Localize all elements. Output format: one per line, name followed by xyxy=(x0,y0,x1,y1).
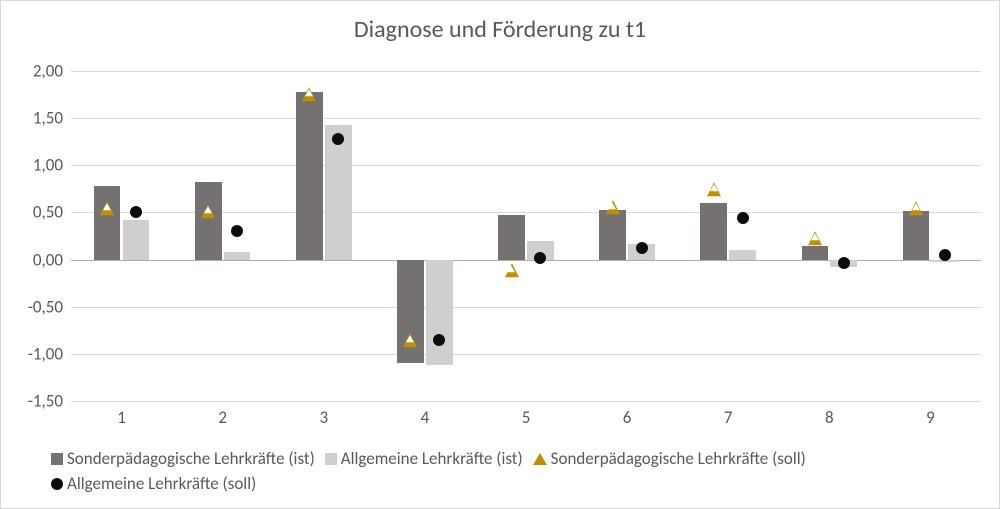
gridline xyxy=(71,354,981,355)
circle-marker xyxy=(433,334,445,346)
circle-marker xyxy=(332,133,344,145)
circle-marker xyxy=(231,225,243,237)
y-axis-label: -1,00 xyxy=(28,343,71,364)
bar xyxy=(426,260,453,366)
y-axis-label: 1,50 xyxy=(33,108,71,129)
gridline xyxy=(71,307,981,308)
legend: Sonderpädagogische Lehrkräfte (ist) Allge… xyxy=(51,448,969,498)
legend-label: Allgemeine Lehrkräfte (ist) xyxy=(341,448,523,469)
triangle-marker xyxy=(100,201,114,215)
bar xyxy=(195,182,222,259)
gridline xyxy=(71,71,981,72)
legend-label: Sonderpädagogische Lehrkräfte (soll) xyxy=(551,448,806,469)
legend-item: Sonderpädagogische Lehrkräfte (soll) xyxy=(533,448,806,469)
triangle-marker xyxy=(707,182,721,196)
legend-item: Sonderpädagogische Lehrkräfte (ist) xyxy=(51,448,315,469)
bar xyxy=(498,215,525,259)
bar xyxy=(903,211,930,260)
triangle-marker xyxy=(403,333,417,347)
triangle-marker xyxy=(505,263,519,277)
bar xyxy=(599,210,626,260)
bar xyxy=(296,92,323,260)
x-axis-label: 3 xyxy=(319,401,328,428)
x-axis-label: 4 xyxy=(421,401,430,428)
x-axis-label: 7 xyxy=(724,401,733,428)
x-axis-label: 6 xyxy=(623,401,632,428)
y-axis-label: 0,00 xyxy=(33,249,71,270)
bar xyxy=(123,220,150,260)
x-axis-label: 1 xyxy=(117,401,126,428)
y-axis-label: 2,00 xyxy=(33,61,71,82)
gridline xyxy=(71,118,981,119)
triangle-marker xyxy=(808,231,822,245)
bar xyxy=(94,186,121,260)
plot-area: -1,50-1,00-0,500,000,501,001,502,0012345… xyxy=(71,71,981,401)
circle-marker xyxy=(636,242,648,254)
circle-marker xyxy=(534,252,546,264)
triangle-marker xyxy=(201,205,215,219)
circle-marker xyxy=(737,212,749,224)
y-axis-label: 1,00 xyxy=(33,155,71,176)
x-axis-label: 9 xyxy=(926,401,935,428)
circle-marker xyxy=(838,257,850,269)
legend-item: Allgemeine Lehrkräfte (ist) xyxy=(325,448,523,469)
x-axis-label: 5 xyxy=(522,401,531,428)
circle-marker xyxy=(939,249,951,261)
bar xyxy=(802,246,829,259)
gridline xyxy=(71,165,981,166)
chart-container: Diagnose und Förderung zu t1 -1,50-1,00-… xyxy=(0,0,1000,509)
x-axis-label: 8 xyxy=(825,401,834,428)
bar xyxy=(700,203,727,260)
bar xyxy=(325,125,352,260)
legend-item: Allgemeine Lehrkräfte (soll) xyxy=(51,473,256,494)
y-axis-label: -1,50 xyxy=(28,391,71,412)
circle-icon xyxy=(51,478,63,490)
bar xyxy=(397,260,424,364)
chart-title: Diagnose und Förderung zu t1 xyxy=(1,15,999,44)
legend-swatch xyxy=(325,453,337,465)
legend-label: Allgemeine Lehrkräfte (soll) xyxy=(67,473,256,494)
triangle-marker xyxy=(909,201,923,215)
legend-label: Sonderpädagogische Lehrkräfte (ist) xyxy=(67,448,315,469)
bar xyxy=(729,250,756,259)
bar xyxy=(224,252,251,260)
triangle-marker xyxy=(606,200,620,214)
y-axis-label: 0,50 xyxy=(33,202,71,223)
triangle-icon xyxy=(533,453,547,465)
triangle-marker xyxy=(302,88,316,102)
y-axis-label: -0,50 xyxy=(28,296,71,317)
legend-swatch xyxy=(51,453,63,465)
x-axis-label: 2 xyxy=(218,401,227,428)
circle-marker xyxy=(130,206,142,218)
